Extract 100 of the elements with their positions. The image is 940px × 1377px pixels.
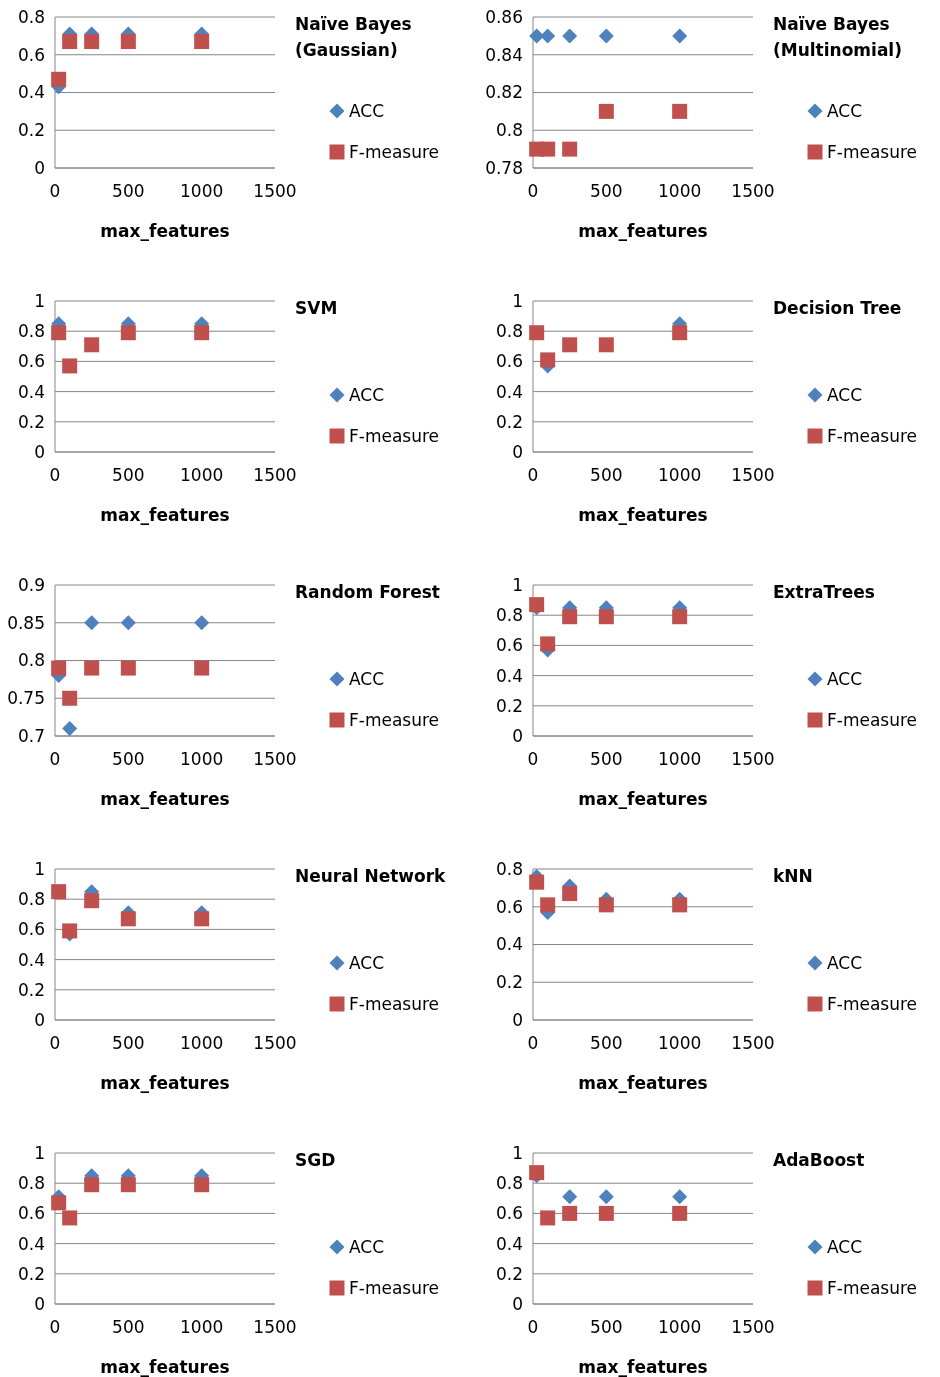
point [194,325,210,341]
y-tick-label: 0.6 [17,44,45,65]
text: Decision Tree [773,298,902,318]
y-tick-label: 1 [512,574,523,595]
point [62,1210,78,1226]
x-tick-label: 500 [112,1317,145,1337]
point [562,28,578,44]
legend-label: ACC [827,668,863,689]
legend-label: F-measure [349,1277,440,1298]
text: ExtraTrees [773,582,875,602]
point [672,325,688,341]
y-tick-label: 0.75 [7,688,45,709]
y-tick-label: 0.85 [7,612,45,633]
x-axis-title: max_features [100,1357,230,1377]
point [84,1177,100,1193]
y-tick-label: 0.84 [485,44,523,65]
y-tick-label: 0.8 [17,6,45,27]
y-tick-label: 0.8 [495,321,523,342]
point [51,325,67,341]
x-tick-label: 1000 [658,1033,702,1053]
y-tick-label: 0 [512,1293,523,1314]
x-tick-label: 1500 [253,749,297,769]
y-tick-label: 0.8 [495,1173,523,1194]
point [562,141,578,157]
x-axis-title: max_features [100,505,230,525]
y-tick-label: 0.4 [17,381,45,402]
legend-label: F-measure [349,993,440,1014]
point [540,28,556,44]
point [120,34,136,50]
legend-label: F-measure [827,993,918,1014]
text: kNN [773,866,813,886]
legend-label: ACC [349,1236,385,1257]
x-tick-label: 500 [590,181,623,201]
y-tick-label: 0.82 [485,82,523,103]
y-tick-label: 0.6 [495,896,523,917]
y-tick-label: 0.4 [17,82,45,103]
point [194,615,210,631]
y-tick-label: 0.86 [485,6,523,27]
x-tick-label: 0 [49,181,61,201]
point [562,609,578,625]
point [672,1189,688,1205]
legend-label: ACC [827,952,863,973]
point [672,1205,688,1221]
text: Random Forest [295,582,440,602]
point [540,352,556,368]
y-tick-label: 0.8 [17,889,45,910]
x-tick-label: 500 [590,749,623,769]
point [540,141,556,157]
point [194,1177,210,1193]
y-tick-label: 0 [34,1009,45,1030]
y-tick-label: 1 [34,290,45,311]
y-tick-label: 0.4 [495,665,523,686]
point [84,615,100,631]
x-axis-title: max_features [578,1357,708,1377]
legend-label: F-measure [827,425,918,446]
y-tick-label: 0.2 [17,120,45,141]
point [51,660,67,676]
point [598,337,614,353]
legend-label: ACC [349,100,385,121]
x-axis-title: max_features [100,1073,230,1093]
point [672,609,688,625]
text: SGD [295,1150,336,1170]
point [120,1177,136,1193]
y-tick-label: 1 [34,858,45,879]
x-tick-label: 0 [527,181,539,201]
legend-label: F-measure [827,709,918,730]
x-tick-label: 1500 [731,1033,775,1053]
point [598,103,614,119]
legend-label: F-measure [827,141,918,162]
point [84,660,100,676]
point [51,884,67,900]
x-tick-label: 1500 [253,181,297,201]
y-tick-label: 0.6 [17,919,45,940]
point [562,1189,578,1205]
point [62,34,78,50]
x-tick-label: 500 [112,465,145,485]
text: Naïve Bayes (Multinomial) [773,14,902,60]
x-tick-label: 0 [527,465,539,485]
y-tick-label: 0.8 [495,605,523,626]
point [672,103,688,119]
legend-label: ACC [349,384,385,405]
y-tick-label: 0.6 [495,1203,523,1224]
x-axis-title: max_features [578,1073,708,1093]
x-tick-label: 1000 [658,1317,702,1337]
x-axis-title: max_features [100,221,230,241]
point [51,1195,67,1211]
x-axis-title: max_features [100,789,230,809]
x-tick-label: 1500 [253,1317,297,1337]
point [562,337,578,353]
point [62,690,78,706]
point [51,71,67,87]
point [672,28,688,44]
x-tick-label: 1000 [658,181,702,201]
y-tick-label: 0 [34,157,45,178]
y-tick-label: 0.2 [17,411,45,432]
point [598,897,614,913]
x-tick-label: 0 [49,1033,61,1053]
point [62,358,78,374]
point [598,28,614,44]
y-tick-label: 0.8 [495,858,523,879]
